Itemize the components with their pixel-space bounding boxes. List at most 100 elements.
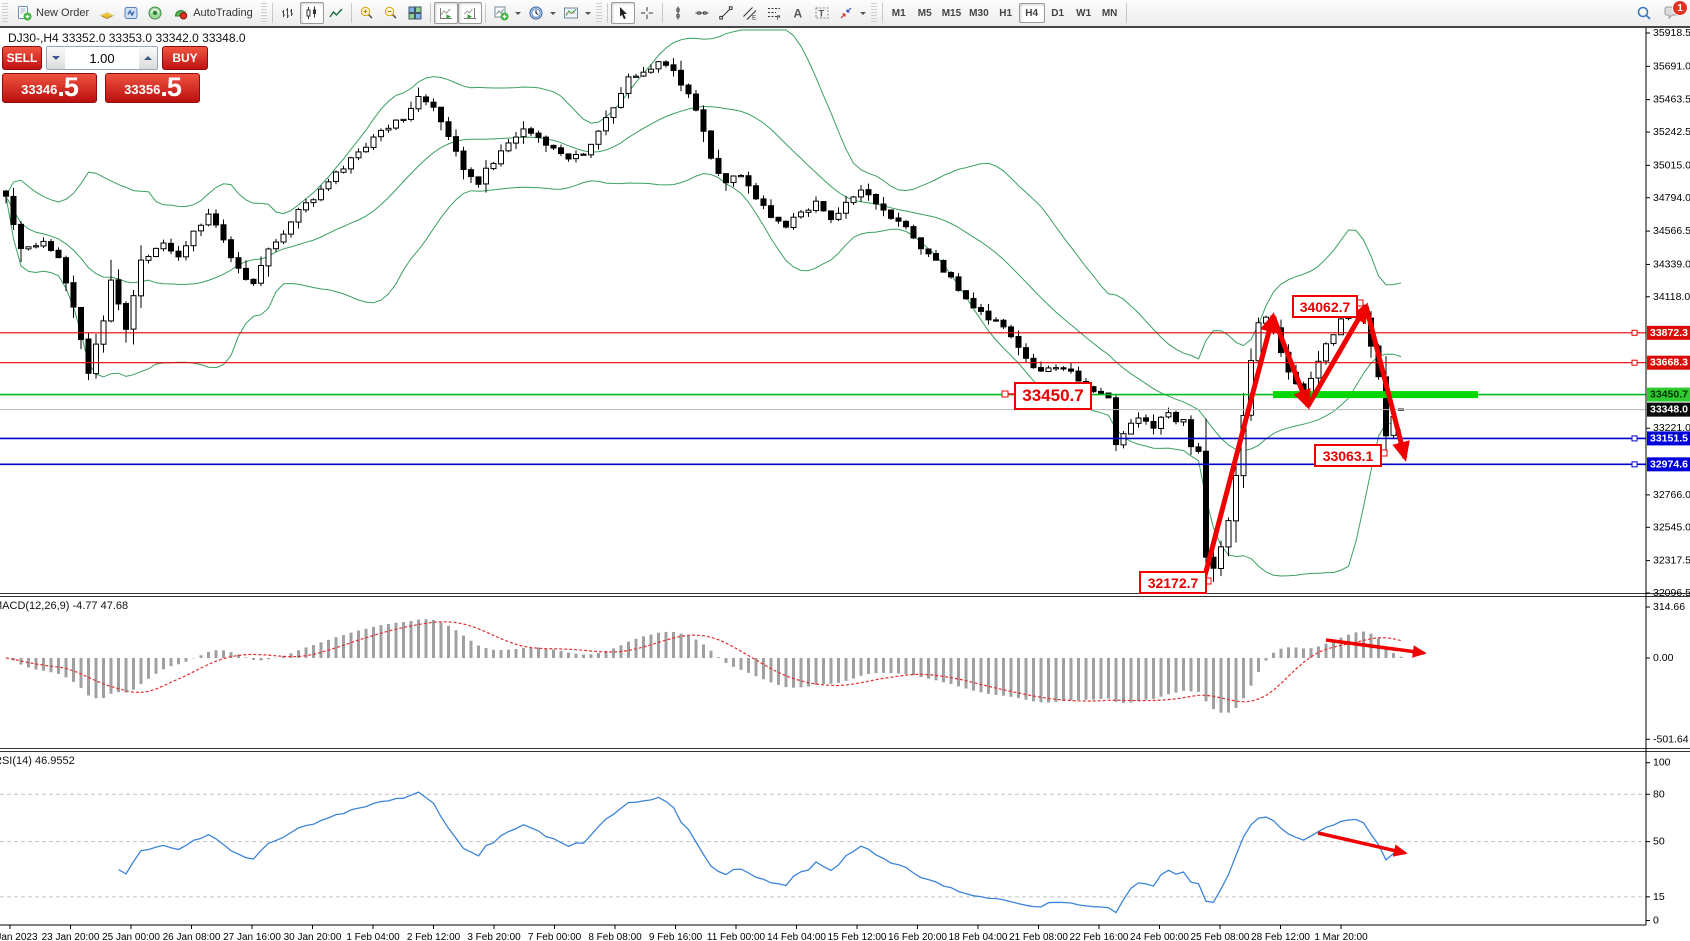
timeframe-h4-button[interactable]: H4	[1018, 3, 1045, 23]
fibonacci-tool-button[interactable]: F	[762, 2, 786, 24]
candle-body	[1165, 412, 1172, 418]
indicators-button[interactable]	[489, 2, 513, 24]
periods-dropdown[interactable]	[548, 2, 559, 24]
text-label-tool-button[interactable]: T	[810, 2, 834, 24]
candle-body	[288, 221, 294, 235]
profiles-button[interactable]	[95, 2, 119, 24]
chart-shift-button[interactable]	[457, 2, 482, 24]
price-annotation-34062[interactable]: 34062.7	[1292, 295, 1358, 318]
chart-type-candles-button[interactable]	[299, 2, 324, 24]
macd-signal-line[interactable]	[5, 621, 1402, 703]
vertical-line-tool-button[interactable]	[666, 2, 690, 24]
bollinger-middle-band[interactable]	[5, 105, 1402, 452]
search-button[interactable]	[1632, 2, 1656, 24]
bollinger-lower-band[interactable]	[5, 173, 1402, 577]
trendline-tool-button[interactable]	[714, 2, 738, 24]
notifications-button[interactable]: 1	[1662, 0, 1688, 24]
line-handle[interactable]	[1631, 359, 1638, 366]
crosshair-tool-button[interactable]	[635, 2, 659, 24]
arrows-dropdown[interactable]	[858, 2, 869, 24]
buy-button[interactable]: BUY	[162, 46, 208, 70]
bollinger-upper-band[interactable]	[5, 29, 1402, 360]
line-handle[interactable]	[1631, 329, 1638, 336]
macd-trend-arrow[interactable]	[1325, 638, 1427, 658]
new-order-button[interactable]: New Order	[10, 2, 95, 24]
zoom-out-button[interactable]	[379, 2, 403, 24]
cursor-tool-button[interactable]	[610, 2, 635, 24]
time-tick-label: 3 Feb 20:00	[467, 932, 521, 941]
price-annotation-33063[interactable]: 33063.1	[1314, 444, 1382, 467]
toolbar-grip[interactable]	[870, 3, 877, 23]
indicators-dropdown[interactable]	[513, 2, 524, 24]
new-order-label: New Order	[36, 7, 90, 19]
candle-body	[295, 208, 302, 223]
trend-zigzag-arrow[interactable]	[1200, 312, 1278, 584]
price-annotation-32172[interactable]: 32172.7	[1139, 571, 1207, 594]
metaeditor-button[interactable]	[119, 2, 143, 24]
rsi-indicator-label: RSI(14) 46.9552	[0, 755, 75, 767]
horizontal-line-tool-button[interactable]	[690, 2, 714, 24]
candle-body	[168, 242, 174, 252]
line-handle[interactable]	[1631, 461, 1638, 468]
chart-type-line-button[interactable]	[324, 2, 348, 24]
timeframe-m1-button[interactable]: M1	[891, 7, 906, 19]
trend-zigzag-arrow[interactable]	[1305, 302, 1369, 408]
sell-price-tile[interactable]: 33346.5	[2, 73, 97, 103]
time-tick-label: 23 Jan 20:00	[42, 932, 100, 941]
periods-button[interactable]	[524, 2, 548, 24]
timeframe-h1-button[interactable]: H1	[999, 7, 1013, 19]
timeframe-m30-button[interactable]: M30	[969, 7, 989, 19]
templates-dropdown[interactable]	[583, 2, 594, 24]
signals-button[interactable]	[143, 2, 167, 24]
price-tick-label: 34794.0	[1653, 192, 1690, 204]
timeframe-w1-button[interactable]: W1	[1076, 7, 1092, 19]
sell-button[interactable]: SELL	[2, 46, 42, 70]
trend-zigzag-arrow[interactable]	[1270, 315, 1311, 410]
candle-body	[895, 217, 902, 222]
timeframe-d1-button[interactable]: D1	[1051, 7, 1065, 19]
candle-body	[595, 130, 602, 145]
toolbar-grip[interactable]	[260, 3, 267, 23]
text-tool-button[interactable]: A	[786, 2, 810, 24]
search-icon	[1636, 5, 1652, 21]
arrows-tool-button[interactable]	[834, 2, 858, 24]
line-handle[interactable]	[1631, 435, 1638, 442]
candle-body	[880, 203, 887, 211]
tile-windows-button[interactable]	[403, 2, 427, 24]
timeframe-m15-button[interactable]: M15	[941, 7, 962, 19]
zoom-in-button[interactable]	[355, 2, 379, 24]
timeframe-m5-button[interactable]: M5	[917, 7, 932, 19]
candle-body	[610, 107, 617, 118]
timeframe-mn-button[interactable]: MN	[1101, 7, 1118, 19]
autotrading-button[interactable]: AutoTrading	[167, 2, 259, 24]
auto-scroll-button[interactable]	[433, 2, 458, 24]
toolbar-grip[interactable]	[2, 3, 8, 23]
price-annotation-33450[interactable]: 33450.7	[1014, 382, 1092, 410]
toolbar-grip[interactable]	[595, 3, 602, 23]
candle-body	[258, 265, 264, 284]
support-zone-band[interactable]	[1273, 391, 1478, 399]
rsi-trend-arrow[interactable]	[1317, 831, 1408, 857]
line-chart-icon	[328, 5, 344, 21]
time-tick-label: 11 Feb 00:00	[707, 932, 766, 941]
time-tick-label: 25 Feb 08:00	[1191, 932, 1250, 941]
candle-body	[1188, 419, 1194, 448]
equidistant-channel-tool-button[interactable]: E	[738, 2, 762, 24]
volume-increase-button[interactable]	[139, 47, 157, 69]
volume-decrease-button[interactable]	[47, 47, 65, 69]
rsi-line	[118, 791, 1402, 914]
candle-body	[153, 247, 159, 258]
annotation-anchor-square[interactable]	[1001, 390, 1009, 398]
candle-body	[1038, 367, 1044, 372]
trend-zigzag-arrow[interactable]	[1363, 305, 1410, 462]
volume-input[interactable]	[65, 47, 139, 69]
templates-button[interactable]	[559, 2, 583, 24]
rsi-tick-label: 50	[1653, 836, 1665, 848]
candle-body	[498, 150, 504, 165]
candle-body	[565, 153, 572, 160]
buy-price-tile[interactable]: 33356.5	[105, 73, 200, 103]
candle-body	[333, 171, 339, 182]
buy-price-frac: .5	[160, 72, 182, 102]
chart-type-bars-button[interactable]	[276, 2, 300, 24]
